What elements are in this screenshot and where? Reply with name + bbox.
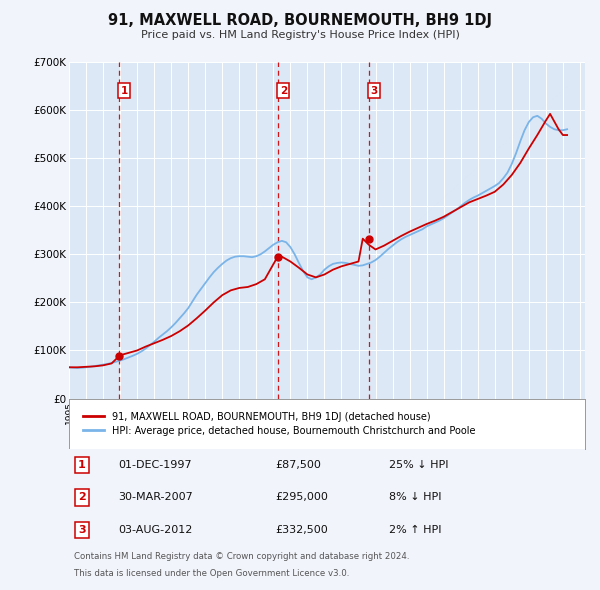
Text: Price paid vs. HM Land Registry's House Price Index (HPI): Price paid vs. HM Land Registry's House … [140,31,460,40]
Text: 2% ↑ HPI: 2% ↑ HPI [389,525,442,535]
Text: 25% ↓ HPI: 25% ↓ HPI [389,460,448,470]
Text: £87,500: £87,500 [275,460,321,470]
Text: 1: 1 [121,86,128,96]
Text: £332,500: £332,500 [275,525,328,535]
Text: 91, MAXWELL ROAD, BOURNEMOUTH, BH9 1DJ: 91, MAXWELL ROAD, BOURNEMOUTH, BH9 1DJ [108,13,492,28]
Text: 2: 2 [280,86,287,96]
Text: Contains HM Land Registry data © Crown copyright and database right 2024.: Contains HM Land Registry data © Crown c… [74,552,410,560]
Text: 30-MAR-2007: 30-MAR-2007 [118,493,193,503]
Text: 8% ↓ HPI: 8% ↓ HPI [389,493,442,503]
Text: 01-DEC-1997: 01-DEC-1997 [118,460,191,470]
Legend: 91, MAXWELL ROAD, BOURNEMOUTH, BH9 1DJ (detached house), HPI: Average price, det: 91, MAXWELL ROAD, BOURNEMOUTH, BH9 1DJ (… [79,408,479,440]
Text: £295,000: £295,000 [275,493,328,503]
Text: 3: 3 [78,525,86,535]
Text: 3: 3 [371,86,378,96]
Text: This data is licensed under the Open Government Licence v3.0.: This data is licensed under the Open Gov… [74,569,350,578]
Text: 03-AUG-2012: 03-AUG-2012 [118,525,193,535]
Text: 1: 1 [78,460,86,470]
Text: 2: 2 [78,493,86,503]
